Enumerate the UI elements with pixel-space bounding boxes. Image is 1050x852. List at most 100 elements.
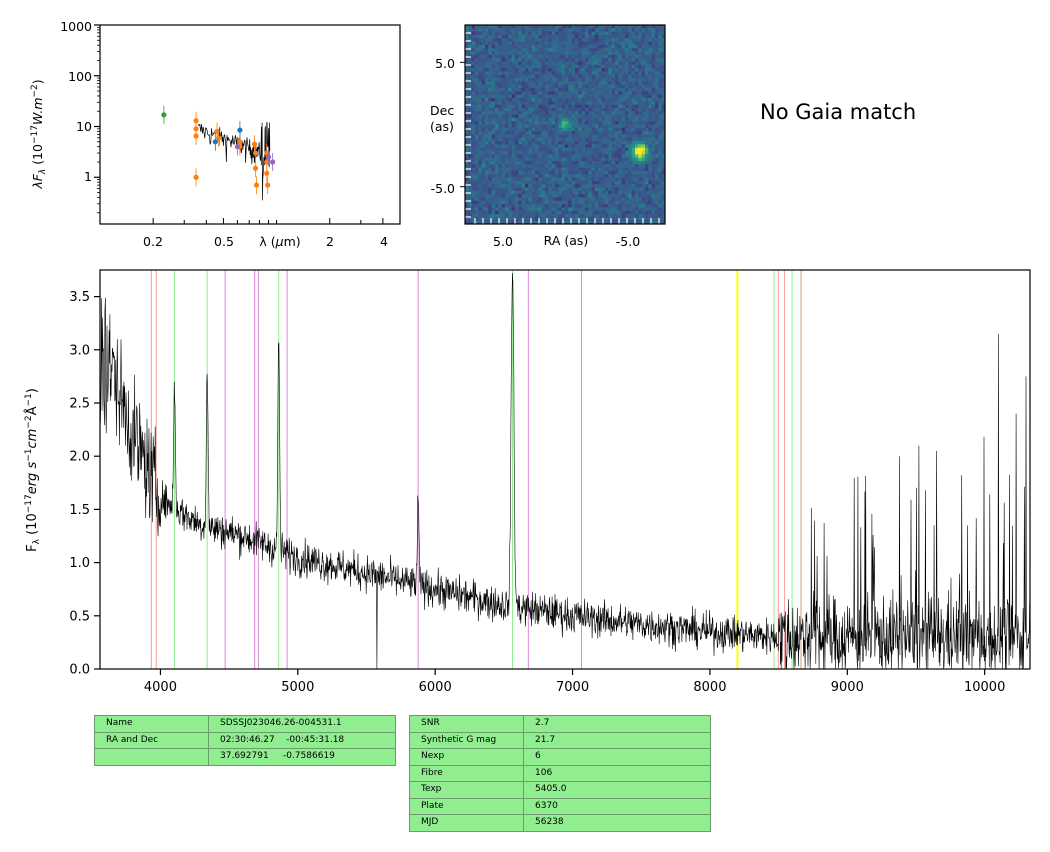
image-pixel	[638, 88, 643, 92]
image-pixel	[488, 31, 493, 36]
image-pixel	[481, 34, 486, 39]
image-pixel	[545, 214, 549, 218]
image-pixel	[525, 68, 529, 72]
image-pixel	[658, 54, 663, 59]
image-pixel	[585, 44, 589, 49]
image-pixel	[631, 114, 636, 119]
image-pixel	[491, 141, 496, 145]
image-pixel	[528, 127, 533, 132]
image-pixel	[635, 117, 639, 122]
image-pixel	[538, 117, 543, 122]
image-pixel	[578, 200, 583, 205]
image-pixel	[511, 197, 516, 202]
image-pixel	[505, 61, 509, 66]
image-pixel	[581, 64, 586, 69]
image-pixel	[628, 51, 633, 56]
image-pixel	[485, 200, 489, 205]
image-pixel	[635, 111, 639, 115]
image-pixel	[545, 160, 549, 165]
image-pixel	[475, 147, 479, 152]
table-value: 106	[523, 764, 711, 782]
image-pixel	[528, 207, 533, 212]
image-pixel	[488, 217, 493, 222]
image-pixel	[595, 214, 599, 218]
image-pixel	[591, 200, 596, 205]
image-pixel	[491, 97, 496, 102]
image-pixel	[631, 217, 636, 222]
image-pixel	[655, 157, 659, 162]
image-pixel	[551, 167, 556, 172]
image-pixel	[615, 61, 619, 66]
image-pixel	[618, 204, 623, 208]
image-pixel	[601, 190, 606, 195]
image-pixel	[565, 164, 569, 169]
image-pixel	[558, 204, 563, 208]
image-pixel	[541, 151, 546, 155]
image-pixel	[558, 144, 563, 149]
image-pixel	[618, 38, 623, 42]
image-pixel	[565, 61, 569, 66]
image-pixel	[571, 151, 576, 155]
image-pixel	[605, 38, 609, 42]
image-pixel	[611, 111, 616, 115]
image-pixel	[508, 141, 513, 145]
image-pixel	[588, 121, 593, 125]
image-pixel	[585, 214, 589, 218]
image-pixel	[645, 84, 649, 89]
image-pixel	[655, 177, 659, 182]
image-pixel	[555, 71, 559, 76]
image-pixel	[615, 101, 619, 105]
image-pixel	[515, 160, 519, 165]
image-pixel	[505, 131, 509, 135]
image-pixel	[601, 147, 606, 152]
image-pixel	[621, 194, 626, 198]
image-pixel	[635, 71, 639, 76]
image-pixel	[571, 121, 576, 125]
image-pixel	[575, 180, 579, 185]
image-pixel	[551, 190, 556, 195]
image-pixel	[618, 160, 623, 165]
image-pixel	[555, 61, 559, 66]
image-pixel	[525, 151, 529, 155]
image-pixel	[535, 25, 539, 29]
image-pixel	[581, 177, 586, 182]
image-pixel	[638, 207, 643, 212]
image-pixel	[605, 31, 609, 36]
image-pixel	[631, 78, 636, 82]
image-pixel	[641, 88, 646, 92]
image-pixel	[638, 31, 643, 36]
image-pixel	[475, 121, 479, 125]
image-pixel	[651, 101, 656, 105]
image-pixel	[605, 170, 609, 175]
image-pixel	[481, 210, 486, 215]
image-pixel	[551, 170, 556, 175]
image-pixel	[658, 97, 663, 102]
image-pixel	[605, 147, 609, 152]
image-pixel	[501, 217, 506, 222]
image-pixel	[605, 44, 609, 49]
image-pixel	[588, 214, 593, 218]
image-pixel	[535, 64, 539, 69]
image-pixel	[608, 68, 613, 72]
image-pixel	[628, 61, 633, 66]
image-pixel	[615, 48, 619, 52]
image-pixel	[555, 78, 559, 82]
image-pixel	[618, 124, 623, 129]
image-pixel	[645, 131, 649, 135]
image-pixel	[648, 214, 653, 218]
image-pixel	[578, 137, 583, 142]
image-pixel	[641, 164, 646, 169]
image-pixel	[571, 147, 576, 152]
image-pixel	[631, 71, 636, 76]
image-pixel	[631, 214, 636, 218]
image-pixel	[625, 94, 629, 99]
image-pixel	[555, 111, 559, 115]
image-pixel	[538, 207, 543, 212]
image-pixel	[515, 174, 519, 178]
image-pixel	[635, 167, 639, 172]
image-pixel	[528, 94, 533, 99]
image-pixel	[555, 157, 559, 162]
image-pixel	[591, 164, 596, 169]
sed-photometry-point	[212, 139, 218, 145]
image-pixel	[635, 157, 639, 162]
